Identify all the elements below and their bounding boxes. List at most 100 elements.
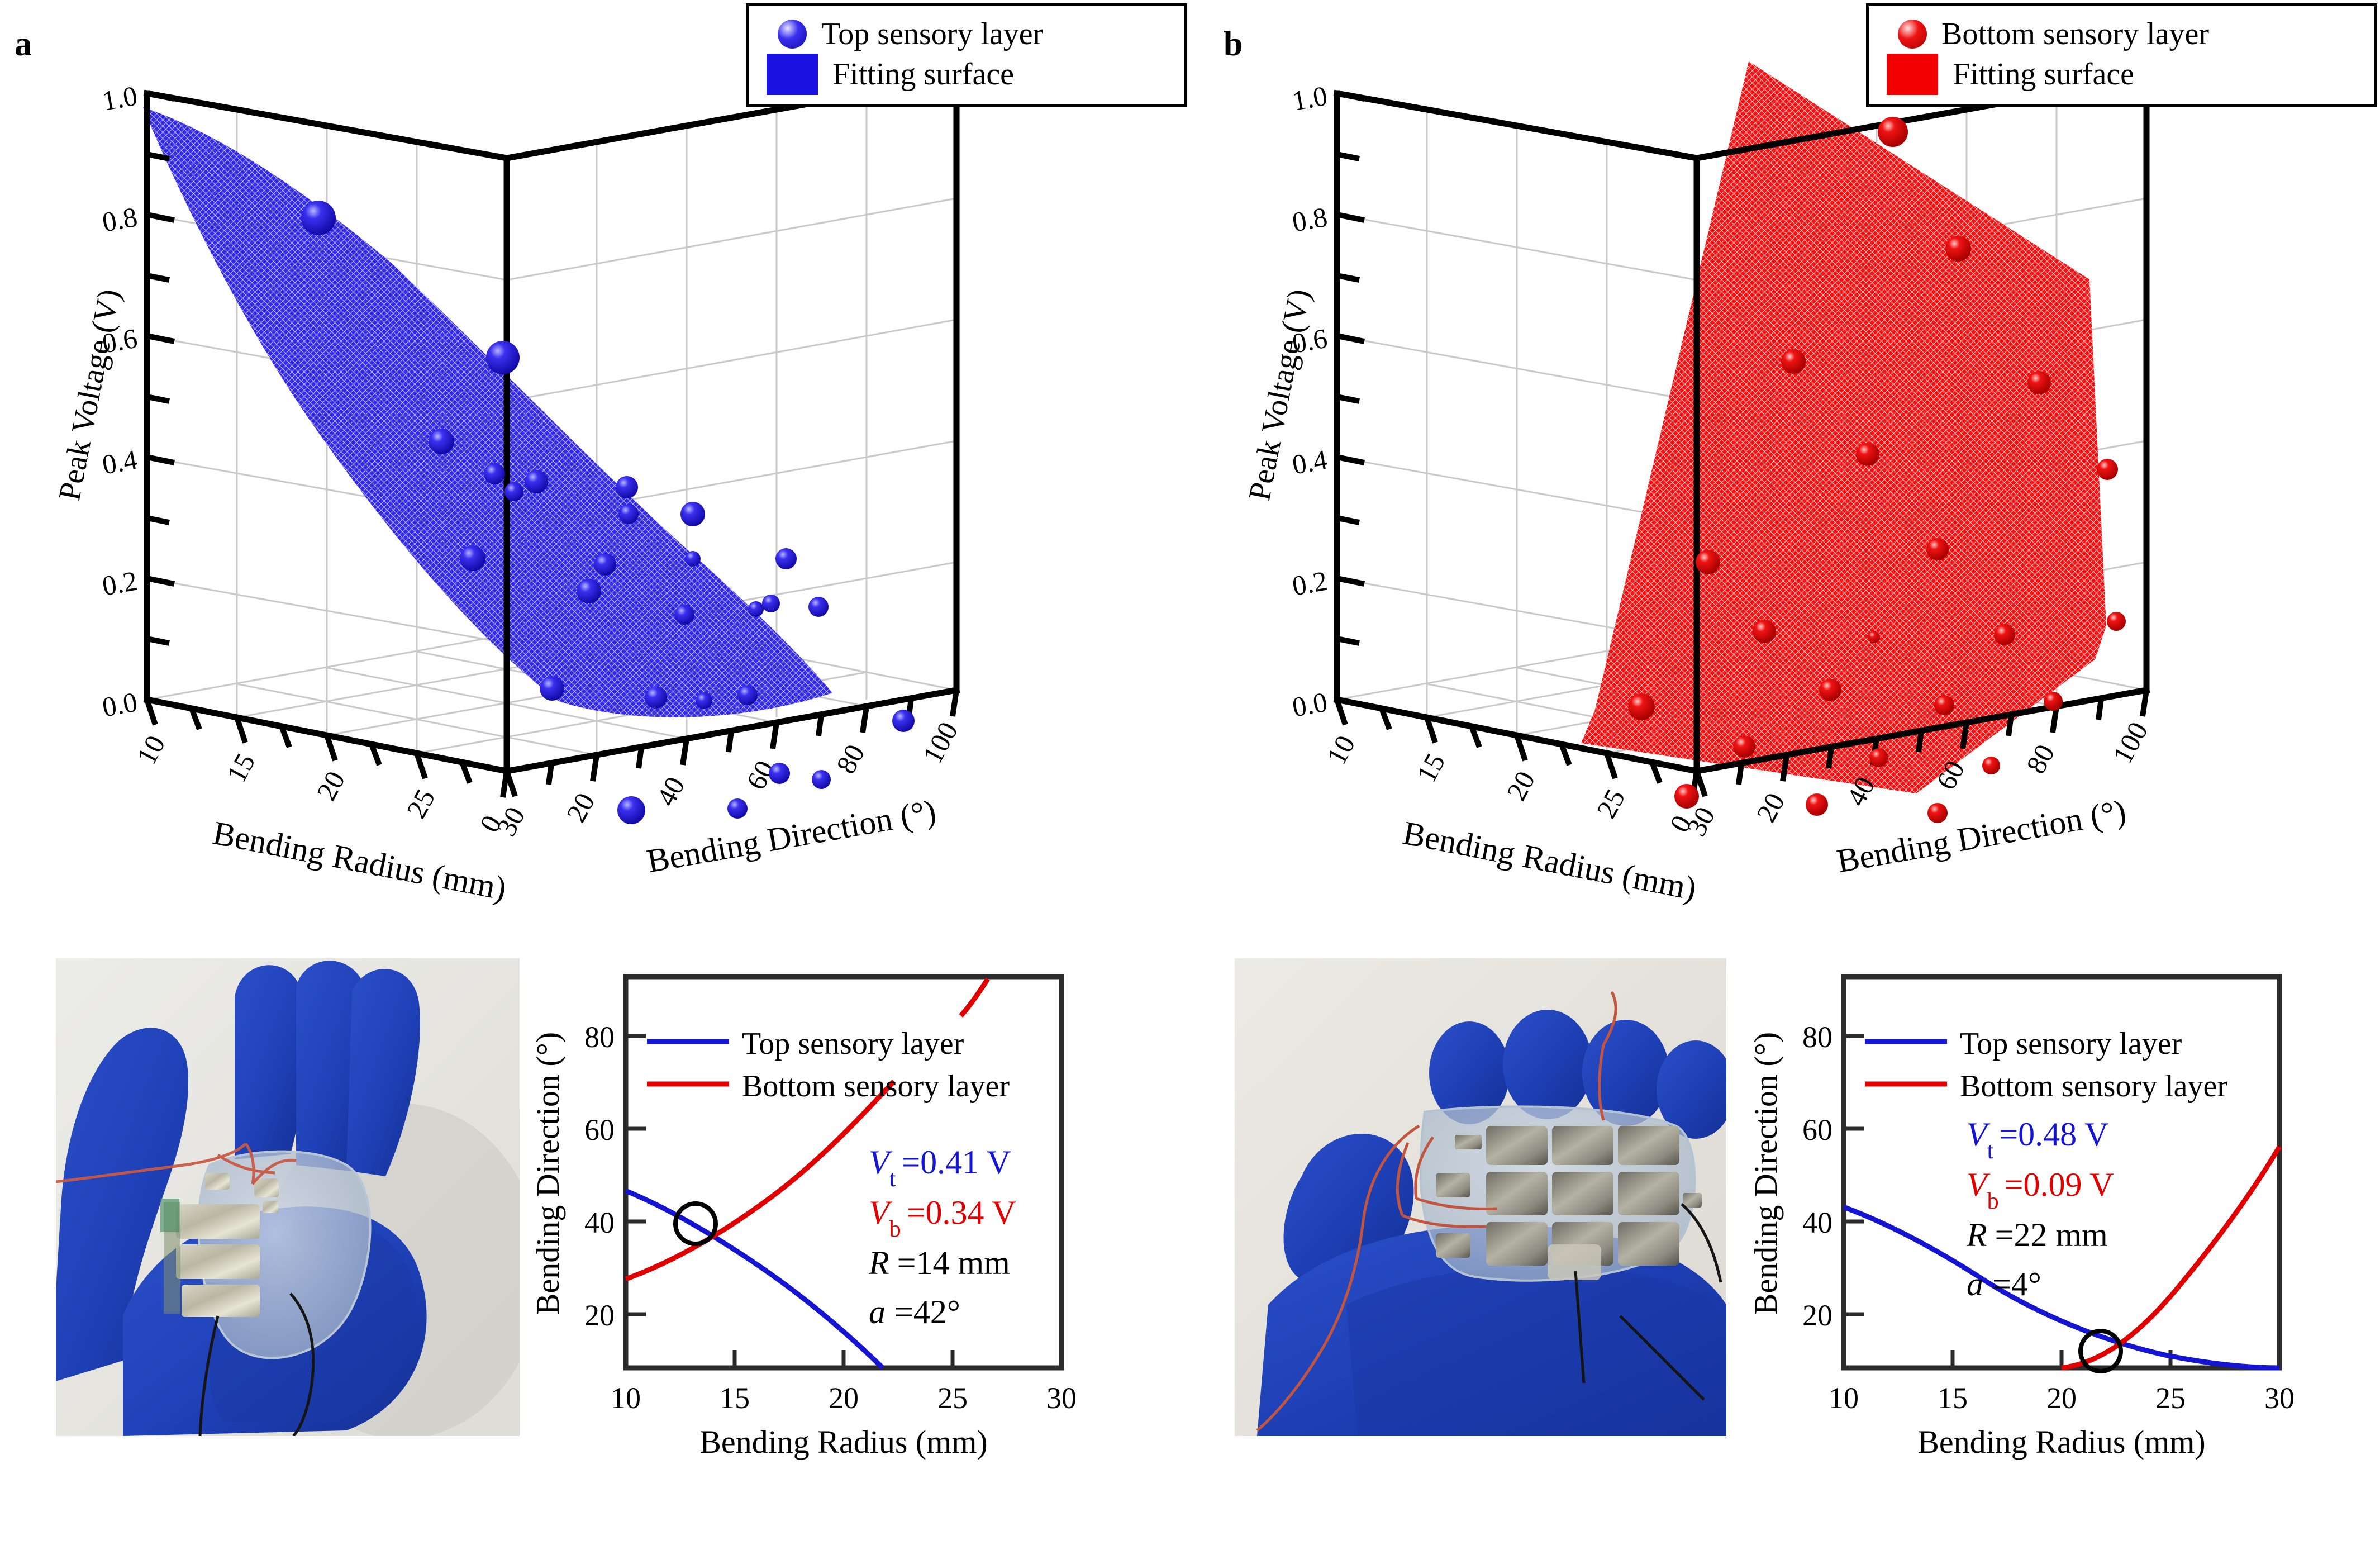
fitting-surface-a: [143, 107, 832, 717]
svg-text:20: 20: [1750, 788, 1791, 827]
panel-a-svg: 0.0 0.2 0.4 0.6 0.8 1.0 10 15 20 25 30 0…: [52, 73, 964, 907]
svg-text:15: 15: [1411, 748, 1451, 787]
z-ticks-b: [1336, 91, 1365, 708]
y-axis-title-a: Bending Direction (°): [644, 792, 939, 880]
svg-text:15: 15: [1938, 1381, 1968, 1415]
red-sphere-icon: [1898, 20, 1927, 49]
alpha-symbol-d: a: [1967, 1266, 1983, 1302]
legend-label-bottom-d: Bottom sensory layer: [1960, 1069, 2227, 1104]
y-axis-title-c: Bending Direction (°): [530, 1032, 566, 1315]
legend-lines-c: Top sensory layer Bottom sensory layer: [647, 1026, 1010, 1104]
panel-c-svg: 80 60 40 20 10 15 20 25 30 Bending Radiu…: [530, 974, 1077, 1460]
photo-d-svg: [1235, 958, 1726, 1436]
panel-d-svg: 80 60 40 20 10 15 20 25 30 Bending Radiu…: [1748, 974, 2295, 1460]
svg-text:a=42°: a =42°: [869, 1294, 960, 1330]
svg-text:80: 80: [830, 739, 871, 778]
svg-text:0.2: 0.2: [100, 565, 140, 602]
svg-text:Vt=0.48 V: Vt =0.48 V: [1967, 1116, 2108, 1164]
r-value-c: =14 mm: [897, 1244, 1010, 1281]
legend-row-surface-a: Fitting surface: [763, 54, 1170, 95]
svg-text:40: 40: [584, 1206, 615, 1239]
svg-text:0.8: 0.8: [100, 201, 140, 238]
data-points-a: [301, 201, 915, 824]
x-ticks-b: [1334, 698, 1708, 797]
legend-panel-b: Bottom sensory layer Fitting surface: [1866, 3, 2377, 107]
svg-text:20: 20: [1501, 766, 1541, 805]
photo-hand-sensor-d: [1235, 958, 1726, 1436]
svg-text:40: 40: [650, 772, 691, 811]
curve-bottom-sensory-c-top: [959, 977, 990, 1018]
legend-label-bottom-c: Bottom sensory layer: [742, 1069, 1010, 1104]
legend-lines-d: Top sensory layer Bottom sensory layer: [1865, 1026, 2227, 1104]
blue-sphere-icon: [778, 20, 807, 49]
intersection-marker-c: [673, 1201, 718, 1246]
panel-d-line-chart: 80 60 40 20 10 15 20 25 30 Bending Radiu…: [1743, 950, 2335, 1545]
x-ticks-d: [1841, 1350, 2282, 1368]
x-ticks-a: [144, 698, 518, 797]
y-ticks-c: [626, 1034, 646, 1316]
x-axis-title-c: Bending Radius (mm): [699, 1424, 988, 1460]
z-ticks-a: [146, 91, 175, 708]
svg-text:10: 10: [1321, 730, 1362, 769]
svg-text:100: 100: [917, 717, 964, 769]
y-axis-title-d: Bending Direction (°): [1748, 1032, 1784, 1315]
svg-text:Vb=0.34 V: Vb =0.34 V: [869, 1194, 1016, 1242]
svg-text:0.4: 0.4: [1290, 444, 1330, 481]
vb-symbol-d: V: [1967, 1166, 1991, 1203]
blue-surface-swatch-icon: [767, 54, 818, 95]
z-tick-labels-b: 0.0 0.2 0.4 0.6 0.8 1.0: [1290, 80, 1330, 723]
red-surface-swatch-icon: [1887, 54, 1938, 95]
panel-b-svg: 0.0 0.2 0.4 0.6 0.8 1.0 10 15 20 25 30 0…: [1242, 61, 2154, 907]
legend-row-surface-b: Fitting surface: [1883, 54, 2360, 95]
svg-text:30: 30: [2264, 1381, 2295, 1415]
z-tick-labels-a: 0.0 0.2 0.4 0.6 0.8 1.0: [100, 80, 140, 723]
vb-value-c: =0.34 V: [907, 1194, 1016, 1231]
svg-text:20: 20: [584, 1299, 615, 1332]
svg-text:0.4: 0.4: [100, 444, 140, 481]
alpha-symbol-c: a: [869, 1294, 886, 1330]
vt-subscript-c: t: [889, 1166, 896, 1192]
svg-text:10: 10: [1829, 1381, 1859, 1415]
legend-row-marker-a: Top sensory layer: [763, 14, 1170, 54]
svg-text:0.6: 0.6: [100, 322, 140, 359]
vt-subscript-d: t: [1987, 1138, 1994, 1164]
y-tick-labels-d: 80 60 40 20: [1802, 1020, 1832, 1332]
x-ticks-c: [623, 1350, 1064, 1368]
axis-frame-a: [143, 73, 960, 775]
annotations-c: Vt =0.41 V Vb =0.34 V R =14 mm a =42°: [868, 1144, 1016, 1330]
svg-text:0.2: 0.2: [1290, 565, 1330, 602]
r-symbol-c: R: [868, 1244, 889, 1281]
vb-symbol-c: V: [869, 1194, 893, 1231]
svg-text:1.0: 1.0: [100, 80, 140, 117]
svg-text:Vt=0.41 V: Vt =0.41 V: [869, 1144, 1011, 1192]
panel-c-line-chart: 80 60 40 20 10 15 20 25 30 Bending Radiu…: [525, 950, 1117, 1545]
fitting-surface-b-front: [1581, 626, 2106, 793]
svg-text:10: 10: [131, 730, 172, 769]
svg-text:25: 25: [1591, 784, 1631, 823]
x-axis-title-a: Bending Radius (mm): [210, 814, 510, 907]
panel-b-3d-plot: 0.0 0.2 0.4 0.6 0.8 1.0 10 15 20 25 30 0…: [1190, 0, 2380, 916]
vb-subscript-d: b: [1987, 1189, 1999, 1214]
legend-label-top-c: Top sensory layer: [742, 1026, 964, 1061]
svg-text:R=22 mm: R =22 mm: [1966, 1216, 2108, 1253]
svg-text:25: 25: [937, 1381, 968, 1415]
svg-text:0.0: 0.0: [1290, 686, 1330, 723]
svg-text:60: 60: [584, 1113, 615, 1147]
svg-text:100: 100: [2107, 717, 2154, 769]
panel-label-a: a: [15, 25, 32, 63]
vb-subscript-c: b: [889, 1216, 901, 1242]
legend-label-bottom-sensory-b: Bottom sensory layer: [1941, 17, 2210, 51]
curve-top-sensory-d: [1843, 1204, 2280, 1371]
legend-label-top-sensory-a: Top sensory layer: [821, 17, 1044, 51]
curve-bottom-sensory-c: [625, 1079, 896, 1282]
legend-label-fitting-surface-b: Fitting surface: [1953, 57, 2135, 92]
legend-label-top-d: Top sensory layer: [1960, 1026, 2182, 1061]
y-tick-labels-c: 80 60 40 20: [584, 1020, 615, 1332]
svg-text:80: 80: [584, 1020, 615, 1054]
svg-text:0.0: 0.0: [100, 686, 140, 723]
x-axis-title-b: Bending Radius (mm): [1400, 814, 1700, 907]
intersection-marker-d: [2078, 1329, 2123, 1373]
vb-value-d: =0.09 V: [2005, 1166, 2114, 1203]
x-tick-labels-d: 10 15 20 25 30: [1829, 1381, 2295, 1415]
r-symbol-d: R: [1966, 1216, 1987, 1253]
